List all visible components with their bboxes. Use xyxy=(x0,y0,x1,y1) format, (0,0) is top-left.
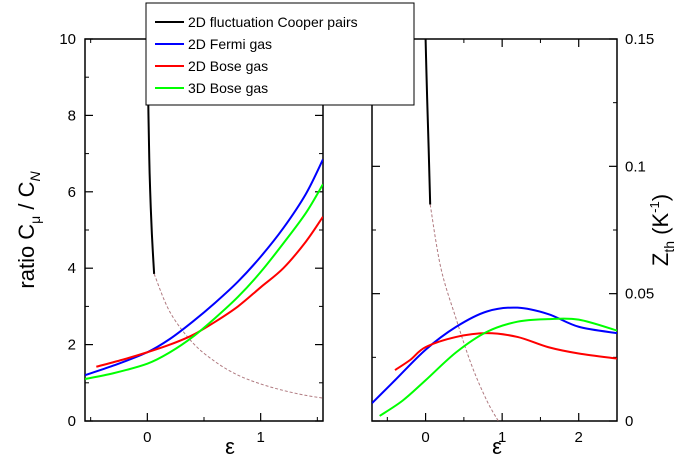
right-x-tick-label: 0 xyxy=(421,429,429,446)
right-xlabel: ε xyxy=(492,434,502,459)
right-y-tick-label: 0.05 xyxy=(625,286,654,303)
left-y-tick-label: 4 xyxy=(68,260,76,277)
legend-label: 3D Bose gas xyxy=(188,80,268,96)
right-panel: 0 1 2 0 0.05 0.1 0.15 xyxy=(371,31,654,446)
legend-label: 2D Fermi gas xyxy=(188,36,272,52)
right-series-2d-fermi-gas xyxy=(372,306,617,404)
left-ylabel-sub: μ xyxy=(27,216,43,224)
right-series-group xyxy=(372,39,617,421)
left-y-tick-label: 0 xyxy=(68,413,76,430)
legend-label: 2D Bose gas xyxy=(188,58,268,74)
right-ylabel-unit: (K xyxy=(648,212,673,240)
right-ylabel: Zth (K-1) xyxy=(647,194,677,266)
left-series-3d-bose-gas xyxy=(85,183,323,380)
right-ylabel-sup: -1 xyxy=(647,201,662,213)
left-x-tick-label: 1 xyxy=(256,429,264,446)
left-y-tick-label: 6 xyxy=(68,184,76,201)
right-y-tick-label: 0.15 xyxy=(625,31,654,48)
right-ylabel-end: ) xyxy=(648,194,673,201)
right-x-tick-label: 2 xyxy=(575,429,583,446)
right-ylabel-main: Z xyxy=(648,253,673,266)
right-y-tick-label: 0.1 xyxy=(625,158,646,175)
left-ylabel-mid: / C xyxy=(14,181,39,215)
left-series-2d-bose-gas xyxy=(96,216,323,368)
right-y-tick-label: 0 xyxy=(625,413,633,430)
left-series-2d-fermi-gas xyxy=(85,158,323,377)
right-series-2d-fluctuation-cooper-pairs-extrapolation xyxy=(429,204,499,421)
right-x-tick-label: 1 xyxy=(498,429,506,446)
left-series-2d-fluctuation-cooper-pairs-extrapolation xyxy=(153,273,323,399)
legend-box xyxy=(145,2,415,106)
left-ylabel: ratio Cμ / CN xyxy=(14,171,43,289)
left-x-tick-label: 0 xyxy=(143,429,151,446)
right-ylabel-sub: th xyxy=(661,241,677,253)
left-xlabel: ε xyxy=(225,434,235,459)
left-y-tick-label: 10 xyxy=(59,31,76,48)
left-ylabel-sub2: N xyxy=(27,171,43,182)
legend-entries: 2D fluctuation Cooper pairs 2D Fermi gas 2… xyxy=(155,14,358,96)
left-ylabel-main: ratio C xyxy=(14,224,39,289)
legend-label: 2D fluctuation Cooper pairs xyxy=(188,14,358,30)
left-series-group xyxy=(85,39,323,399)
right-series-2d-bose-gas xyxy=(394,332,617,371)
right-series-2d-fluctuation-cooper-pairs xyxy=(424,39,432,205)
legend: 2D fluctuation Cooper pairs 2D Fermi gas 2… xyxy=(145,2,415,106)
right-series-3d-bose-gas xyxy=(379,317,617,417)
left-y-tick-label: 2 xyxy=(68,337,76,354)
left-y-tick-label: 8 xyxy=(68,107,76,124)
